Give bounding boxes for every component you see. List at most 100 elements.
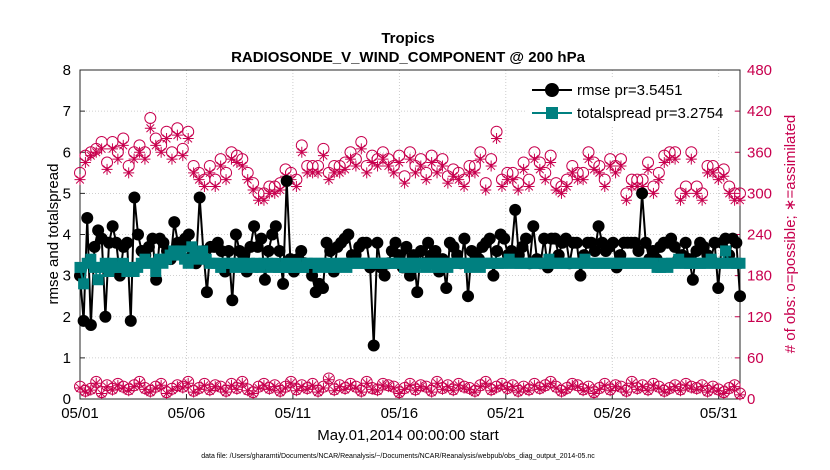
obs-assimilated-marker [669, 153, 681, 165]
obs-assimilated-marker [431, 377, 443, 389]
obs-assimilated-marker [496, 181, 508, 193]
obs-assimilated-marker [653, 174, 665, 186]
obs-assimilated-marker [453, 174, 465, 186]
rmse-point [106, 220, 119, 233]
obs-assimilated-marker [290, 385, 302, 397]
obs-assimilated-marker [658, 386, 670, 398]
y-tick-label: 2 [63, 309, 71, 326]
obs-assimilated-marker [128, 153, 140, 165]
obs-assimilated-marker [712, 385, 724, 397]
series-totalspread [74, 241, 746, 290]
obs-assimilated-marker [512, 386, 524, 398]
obs-assimilated-marker [247, 388, 259, 400]
obs-assimilated-marker [209, 181, 221, 193]
obs-assimilated-marker [393, 388, 405, 400]
rmse-point [734, 290, 746, 303]
obs-assimilated-marker [274, 184, 286, 196]
obs-assimilated-marker [642, 163, 654, 175]
obs-assimilated-marker [225, 379, 237, 391]
obs-assimilated-marker [729, 381, 741, 393]
obs-assimilated-marker [155, 146, 167, 158]
obs-assimilated-marker [344, 153, 356, 165]
rmse-point [483, 232, 496, 245]
obs-assimilated-marker [610, 381, 622, 393]
y-axis-right-label: # of obs: o=possible; ∗=assimilated [782, 115, 799, 354]
obs-assimilated-marker [718, 388, 730, 400]
totalspread-point [716, 257, 728, 269]
obs-assimilated-marker [139, 153, 151, 165]
obs-assimilated-marker [134, 146, 146, 158]
plot-frame [79, 69, 741, 400]
obs-assimilated-marker [134, 377, 146, 389]
obs-assimilated-marker [166, 153, 178, 165]
totalspread-point [193, 253, 205, 265]
rmse-point [88, 240, 101, 253]
obs-assimilated-marker [453, 379, 465, 391]
obs-assimilated-marker [85, 384, 97, 396]
obs-assimilated-marker [209, 381, 221, 393]
obs-assimilated-marker [707, 382, 719, 394]
obs-assimilated-marker [96, 388, 108, 400]
obs-assimilated-marker [723, 383, 735, 395]
obs-assimilated-marker [204, 167, 216, 179]
data-file-footnote: data file: /Users/gharamti/Documents/NCA… [201, 453, 595, 460]
obs-assimilated-marker [647, 187, 659, 199]
obs-assimilated-marker [182, 133, 194, 145]
obs-assimilated-marker [426, 157, 438, 169]
obs-assimilated-marker [317, 150, 329, 162]
obs-assimilated-marker [604, 160, 616, 172]
obs-assimilated-marker [188, 386, 200, 398]
obs-assimilated-marker [712, 174, 724, 186]
rmse-point [128, 191, 141, 204]
obs-assimilated-marker [518, 163, 530, 175]
obs-assimilated-marker [361, 167, 373, 179]
totalspread-point [117, 257, 129, 269]
obs-assimilated-marker [447, 170, 459, 182]
axis-ticks: 0 1 2 3 4 5 6 7 8 0 60 120 180 240 300 360 420 480 05/01 05… [61, 62, 772, 422]
obs-assimilated-marker [436, 383, 448, 395]
rmse-point [371, 236, 384, 249]
obs-assimilated-marker [388, 167, 400, 179]
obs-assimilated-marker [96, 143, 108, 155]
obs-assimilated-marker [307, 379, 319, 391]
obs-assimilated-marker [74, 382, 86, 394]
obs-assimilated-marker [339, 383, 351, 395]
obs-assimilated-marker [637, 181, 649, 193]
rmse-point [280, 175, 293, 188]
obs-assimilated-marker [220, 174, 232, 186]
obs-assimilated-marker [177, 382, 189, 394]
obs-assimilated-marker [442, 177, 454, 189]
rmse-point [124, 314, 137, 327]
obs-assimilated-marker [274, 386, 286, 398]
obs-assimilated-marker [528, 379, 540, 391]
obs-assimilated-marker [431, 167, 443, 179]
obs-assimilated-marker [561, 383, 573, 395]
totalspread-point [146, 257, 158, 269]
obs-assimilated-marker [144, 122, 156, 134]
y-tick-label: 7 [63, 103, 71, 120]
y-right-tick-label: 180 [747, 268, 772, 285]
rmse-point [458, 232, 471, 245]
totalspread-point [99, 257, 111, 269]
obs-assimilated-marker [117, 139, 129, 151]
totalspread-point [186, 241, 198, 253]
totalspread-point [103, 266, 115, 278]
obs-assimilated-marker [139, 383, 151, 395]
rmse-point [462, 290, 475, 303]
obs-assimilated-marker [204, 385, 216, 397]
obs-assimilated-marker [269, 187, 281, 199]
obs-assimilated-marker [101, 381, 113, 393]
rmse-point [527, 220, 540, 233]
obs-assimilated-marker [231, 157, 243, 169]
obs-assimilated-marker [74, 174, 86, 186]
obs-assimilated-marker [85, 150, 97, 162]
y-tick-label: 4 [63, 227, 71, 244]
obs-assimilated-marker [696, 194, 708, 206]
series-obs-assimilated-upper- [74, 122, 746, 206]
obs-assimilated-marker [128, 381, 140, 393]
rmse-point [422, 236, 435, 249]
rmse-point [226, 294, 239, 307]
rmse-point [389, 236, 402, 249]
y-tick-label: 1 [63, 350, 71, 367]
obs-assimilated-marker [198, 181, 210, 193]
